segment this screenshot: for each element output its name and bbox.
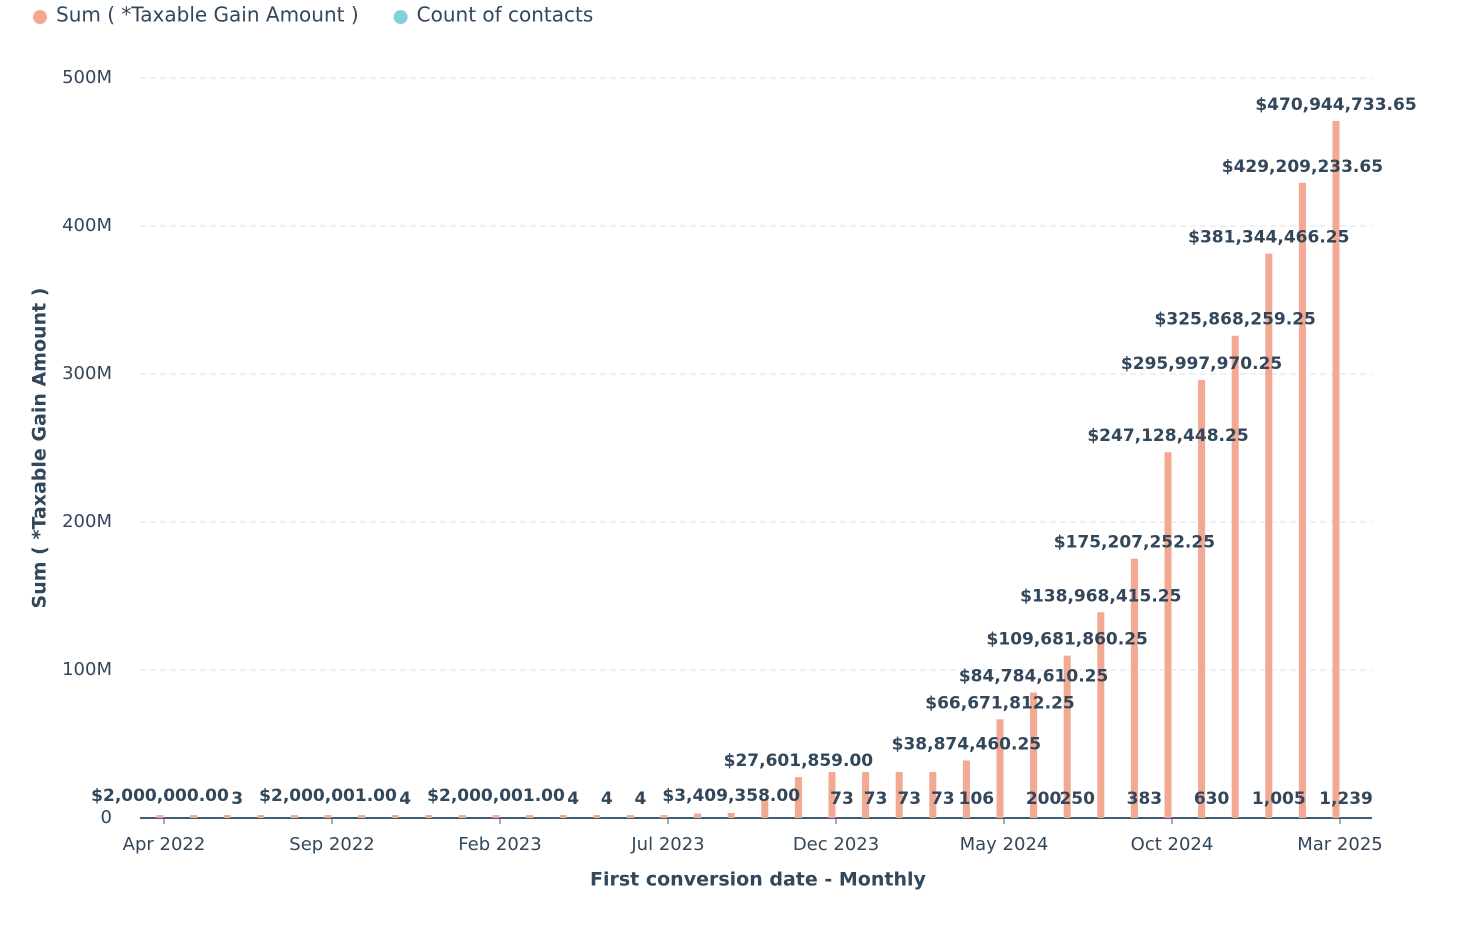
- x-tick-label: Jul 2023: [630, 834, 704, 855]
- data-label: 200: [1026, 789, 1062, 809]
- data-label: 73: [830, 789, 854, 809]
- bar: [728, 813, 735, 818]
- x-tick-label: Oct 2024: [1131, 834, 1214, 855]
- bar: [526, 815, 533, 818]
- bar: [224, 815, 231, 818]
- data-label: 4: [399, 789, 411, 809]
- data-label: $325,868,259.25: [1155, 310, 1316, 330]
- data-label: $2,000,000.00: [91, 786, 229, 806]
- y-tick-label: 400M: [62, 215, 112, 236]
- data-label: $429,209,233.65: [1222, 157, 1383, 177]
- y-tick-label: 100M: [62, 659, 112, 680]
- data-label: 73: [897, 789, 921, 809]
- y-tick-label: 0: [101, 807, 112, 828]
- bar: [627, 815, 634, 818]
- bar: [593, 815, 600, 818]
- data-label: $84,784,610.25: [959, 667, 1109, 687]
- data-label: $66,671,812.25: [925, 693, 1075, 713]
- x-axis-title: First conversion date - Monthly: [590, 869, 926, 891]
- bar: [325, 815, 332, 818]
- data-label: $381,344,466.25: [1188, 228, 1349, 248]
- data-label: 4: [601, 789, 613, 809]
- legend-label: Count of contacts: [417, 3, 594, 27]
- data-label: $109,681,860.25: [987, 630, 1148, 650]
- bar: [661, 815, 668, 818]
- data-label: 3: [231, 789, 243, 809]
- data-label: $138,968,415.25: [1020, 586, 1181, 606]
- bar: [425, 815, 432, 818]
- bar: [291, 815, 298, 818]
- data-label: 4: [634, 789, 646, 809]
- data-label: $295,997,970.25: [1121, 354, 1282, 374]
- bar: [1333, 121, 1340, 818]
- data-label: $2,000,001.00: [427, 786, 565, 806]
- y-axis-title: Sum ( *Taxable Gain Amount ): [29, 288, 51, 609]
- x-tick-label: Apr 2022: [123, 834, 206, 855]
- data-label: 1,005: [1252, 789, 1306, 809]
- data-label: 250: [1059, 789, 1095, 809]
- x-tick-label: Sep 2022: [289, 834, 374, 855]
- data-label: $470,944,733.65: [1255, 95, 1416, 115]
- bar: [459, 815, 466, 818]
- data-label: 383: [1127, 789, 1163, 809]
- legend-marker: [33, 10, 47, 24]
- bar: [560, 815, 567, 818]
- data-label: $38,874,460.25: [892, 734, 1042, 754]
- legend-marker: [394, 10, 408, 24]
- x-tick-label: Mar 2025: [1297, 834, 1383, 855]
- data-label: $3,409,358.00: [662, 786, 800, 806]
- x-tick-label: Feb 2023: [458, 834, 541, 855]
- bar: [493, 815, 500, 818]
- data-label: 106: [959, 789, 995, 809]
- bar: [392, 815, 399, 818]
- data-label: 4: [567, 789, 579, 809]
- x-tick-label: Dec 2023: [793, 834, 879, 855]
- data-label: $27,601,859.00: [724, 751, 874, 771]
- bar: [1265, 254, 1272, 818]
- legend-label: Sum ( *Taxable Gain Amount ): [56, 3, 359, 27]
- bar: [1299, 183, 1306, 818]
- bar: [190, 815, 197, 818]
- data-label: 73: [931, 789, 955, 809]
- x-tick-label: May 2024: [960, 834, 1049, 855]
- y-tick-label: 200M: [62, 511, 112, 532]
- y-tick-label: 500M: [62, 67, 112, 88]
- y-tick-label: 300M: [62, 363, 112, 384]
- bar: [358, 815, 365, 818]
- data-label: $247,128,448.25: [1087, 426, 1248, 446]
- bar: [1165, 452, 1172, 818]
- bar: [694, 814, 701, 818]
- bar: [1232, 336, 1239, 818]
- data-label: 630: [1194, 789, 1230, 809]
- bar: [257, 815, 264, 818]
- data-label: $2,000,001.00: [259, 786, 397, 806]
- bar: [157, 815, 164, 818]
- data-label: $175,207,252.25: [1054, 533, 1215, 553]
- data-label: 73: [864, 789, 888, 809]
- data-label: 1,239: [1319, 789, 1373, 809]
